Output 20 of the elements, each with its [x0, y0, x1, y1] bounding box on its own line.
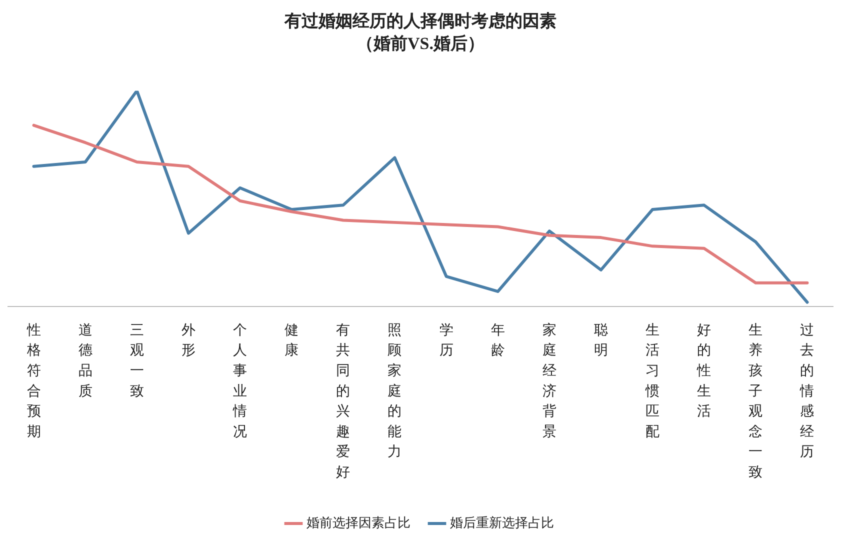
x-tick-label: 好的性生活 [696, 323, 712, 420]
x-tick-label: 过去的情感经历 [799, 322, 814, 460]
x-tick-label: 道德品质 [78, 322, 92, 400]
x-tick-label: 生养孩子观念一致 [748, 322, 763, 481]
x-tick-label: 性格符合预期 [26, 322, 41, 440]
legend-label: 婚后重新选择占比 [450, 514, 554, 530]
x-tick-label: 照顾家庭的能力 [388, 322, 402, 460]
chart-subtitle: （婚前VS.婚后） [356, 34, 484, 53]
legend-label: 婚前选择因素占比 [306, 514, 410, 530]
x-tick-label: 家庭经济背景 [542, 322, 556, 440]
x-tick-label: 有共同的兴趣爱好 [336, 322, 350, 481]
x-tick-label: 外形 [181, 322, 196, 359]
x-tick-label: 聪明 [594, 322, 608, 359]
x-tick-label: 健康 [284, 322, 299, 359]
x-tick-label: 年龄 [490, 322, 505, 359]
x-tick-label: 个人事业情况 [232, 322, 248, 440]
x-tick-label: 学历 [439, 322, 454, 359]
x-tick-label: 三观一致 [130, 323, 144, 400]
chart-title: 有过婚姻经历的人择偶时考虑的因素 [284, 12, 556, 31]
x-tick-label: 生活习惯匹配 [644, 322, 660, 440]
